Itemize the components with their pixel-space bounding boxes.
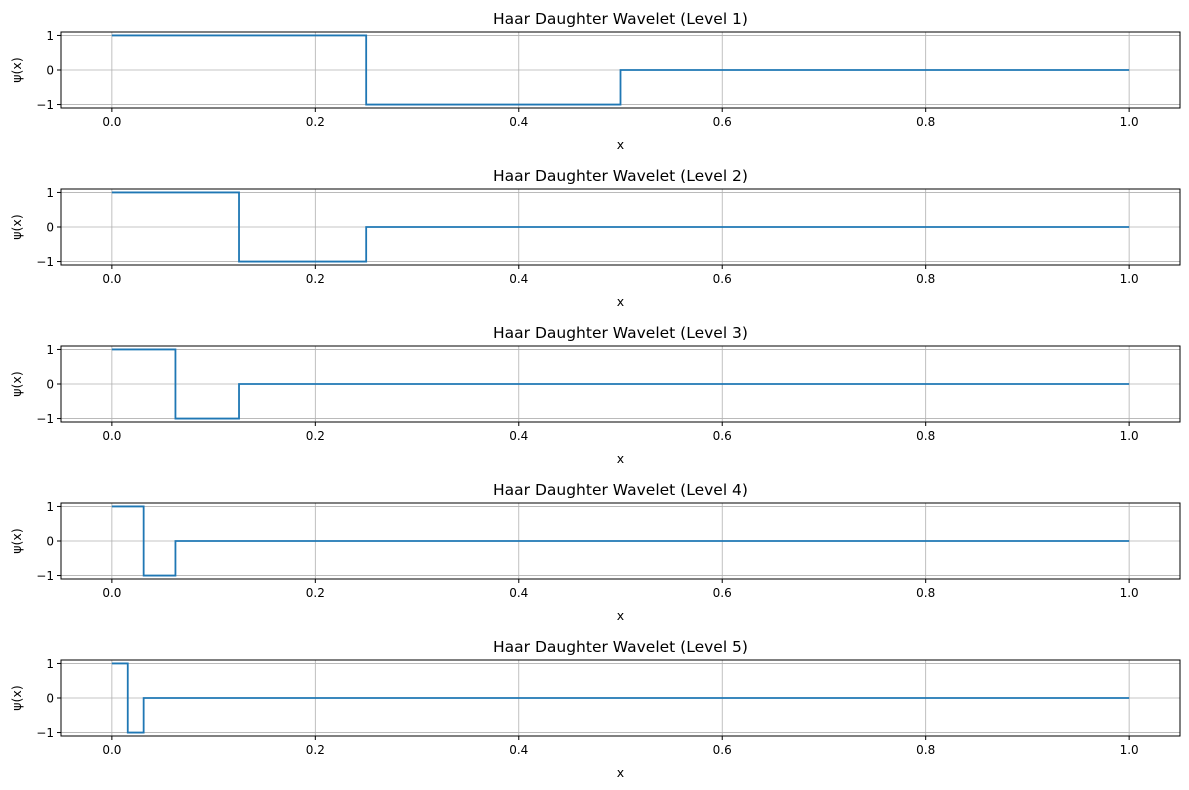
x-tick-label: 0.2 [306,115,325,129]
wavelet-line [111,348,1130,420]
x-tick-label: 1.0 [1120,429,1139,443]
x-tick-label: 0.4 [509,429,528,443]
x-tick-label: 0.8 [916,743,935,757]
x-tick-label: 0.0 [102,586,121,600]
wavelet-line [111,505,1130,577]
y-tick-label: 0 [46,221,54,235]
x-axis-label: x [617,137,624,152]
x-tick-label: 0.2 [306,586,325,600]
x-tick-label: 0.8 [916,429,935,443]
subplot-title: Haar Daughter Wavelet (Level 2) [493,167,748,185]
x-tick-label: 0.4 [509,743,528,757]
x-tick-label: 0.0 [102,115,121,129]
x-tick-label: 0.8 [916,115,935,129]
y-tick-label: −1 [36,412,54,426]
y-axis-label: ψ(x) [9,371,24,396]
x-tick-label: 0.2 [306,272,325,286]
y-axis-label: ψ(x) [9,57,24,82]
x-tick-label: 1.0 [1120,586,1139,600]
subplot-title: Haar Daughter Wavelet (Level 4) [493,481,748,499]
subplot-level-4: 0.0 0.2 0.4 0.6 0.8 1.0 1 0 −1 Haar Daughter Wave… [9,481,1181,623]
subplot-level-3: 0.0 0.2 0.4 0.6 0.8 1.0 1 0 −1 Haar Daughter Wave… [9,324,1181,466]
x-tick-label: 0.6 [713,429,732,443]
x-axis-label: x [617,451,624,466]
subplot-title: Haar Daughter Wavelet (Level 5) [493,638,748,656]
x-tick-label: 0.6 [713,743,732,757]
x-tick-label: 0.4 [509,115,528,129]
y-tick-label: −1 [36,726,54,740]
wavelet-line [111,34,1130,106]
subplot-level-5: 0.0 0.2 0.4 0.6 0.8 1.0 1 0 −1 Haar Daughter Wave… [9,638,1181,780]
wavelet-line [111,662,1130,734]
y-tick-label: −1 [36,98,54,112]
y-tick-label: 1 [46,186,54,200]
x-tick-label: 0.2 [306,743,325,757]
y-tick-label: 0 [46,64,54,78]
y-axis-label: ψ(x) [9,214,24,239]
y-tick-label: 1 [46,343,54,357]
x-axis-label: x [617,294,624,309]
x-tick-label: 0.8 [916,586,935,600]
y-tick-label: 0 [46,535,54,549]
x-tick-label: 0.4 [509,272,528,286]
subplot-level-2: 0.0 0.2 0.4 0.6 0.8 1.0 1 0 −1 Haar Daughter Wave… [9,167,1181,309]
x-axis-label: x [617,765,624,780]
x-tick-label: 0.0 [102,429,121,443]
wavelet-line [111,191,1130,263]
x-tick-label: 0.8 [916,272,935,286]
y-tick-label: 1 [46,657,54,671]
subplot-level-1: 0.0 0.2 0.4 0.6 0.8 1.0 1 0 −1 Haar Daughter Wave… [9,10,1181,152]
x-tick-label: 1.0 [1120,115,1139,129]
subplot-title: Haar Daughter Wavelet (Level 1) [493,10,748,28]
x-axis-label: x [617,608,624,623]
y-tick-label: 0 [46,378,54,392]
y-tick-label: −1 [36,569,54,583]
x-tick-label: 0.0 [102,272,121,286]
subplot-title: Haar Daughter Wavelet (Level 3) [493,324,748,342]
y-tick-label: 1 [46,500,54,514]
x-tick-label: 0.2 [306,429,325,443]
x-tick-label: 1.0 [1120,272,1139,286]
y-axis-label: ψ(x) [9,685,24,710]
x-tick-label: 0.6 [713,115,732,129]
x-tick-label: 0.0 [102,743,121,757]
x-tick-label: 1.0 [1120,743,1139,757]
y-axis-label: ψ(x) [9,528,24,553]
y-tick-label: 0 [46,692,54,706]
y-tick-label: 1 [46,29,54,43]
x-tick-label: 0.6 [713,272,732,286]
y-tick-label: −1 [36,255,54,269]
x-tick-label: 0.6 [713,586,732,600]
x-tick-label: 0.4 [509,586,528,600]
